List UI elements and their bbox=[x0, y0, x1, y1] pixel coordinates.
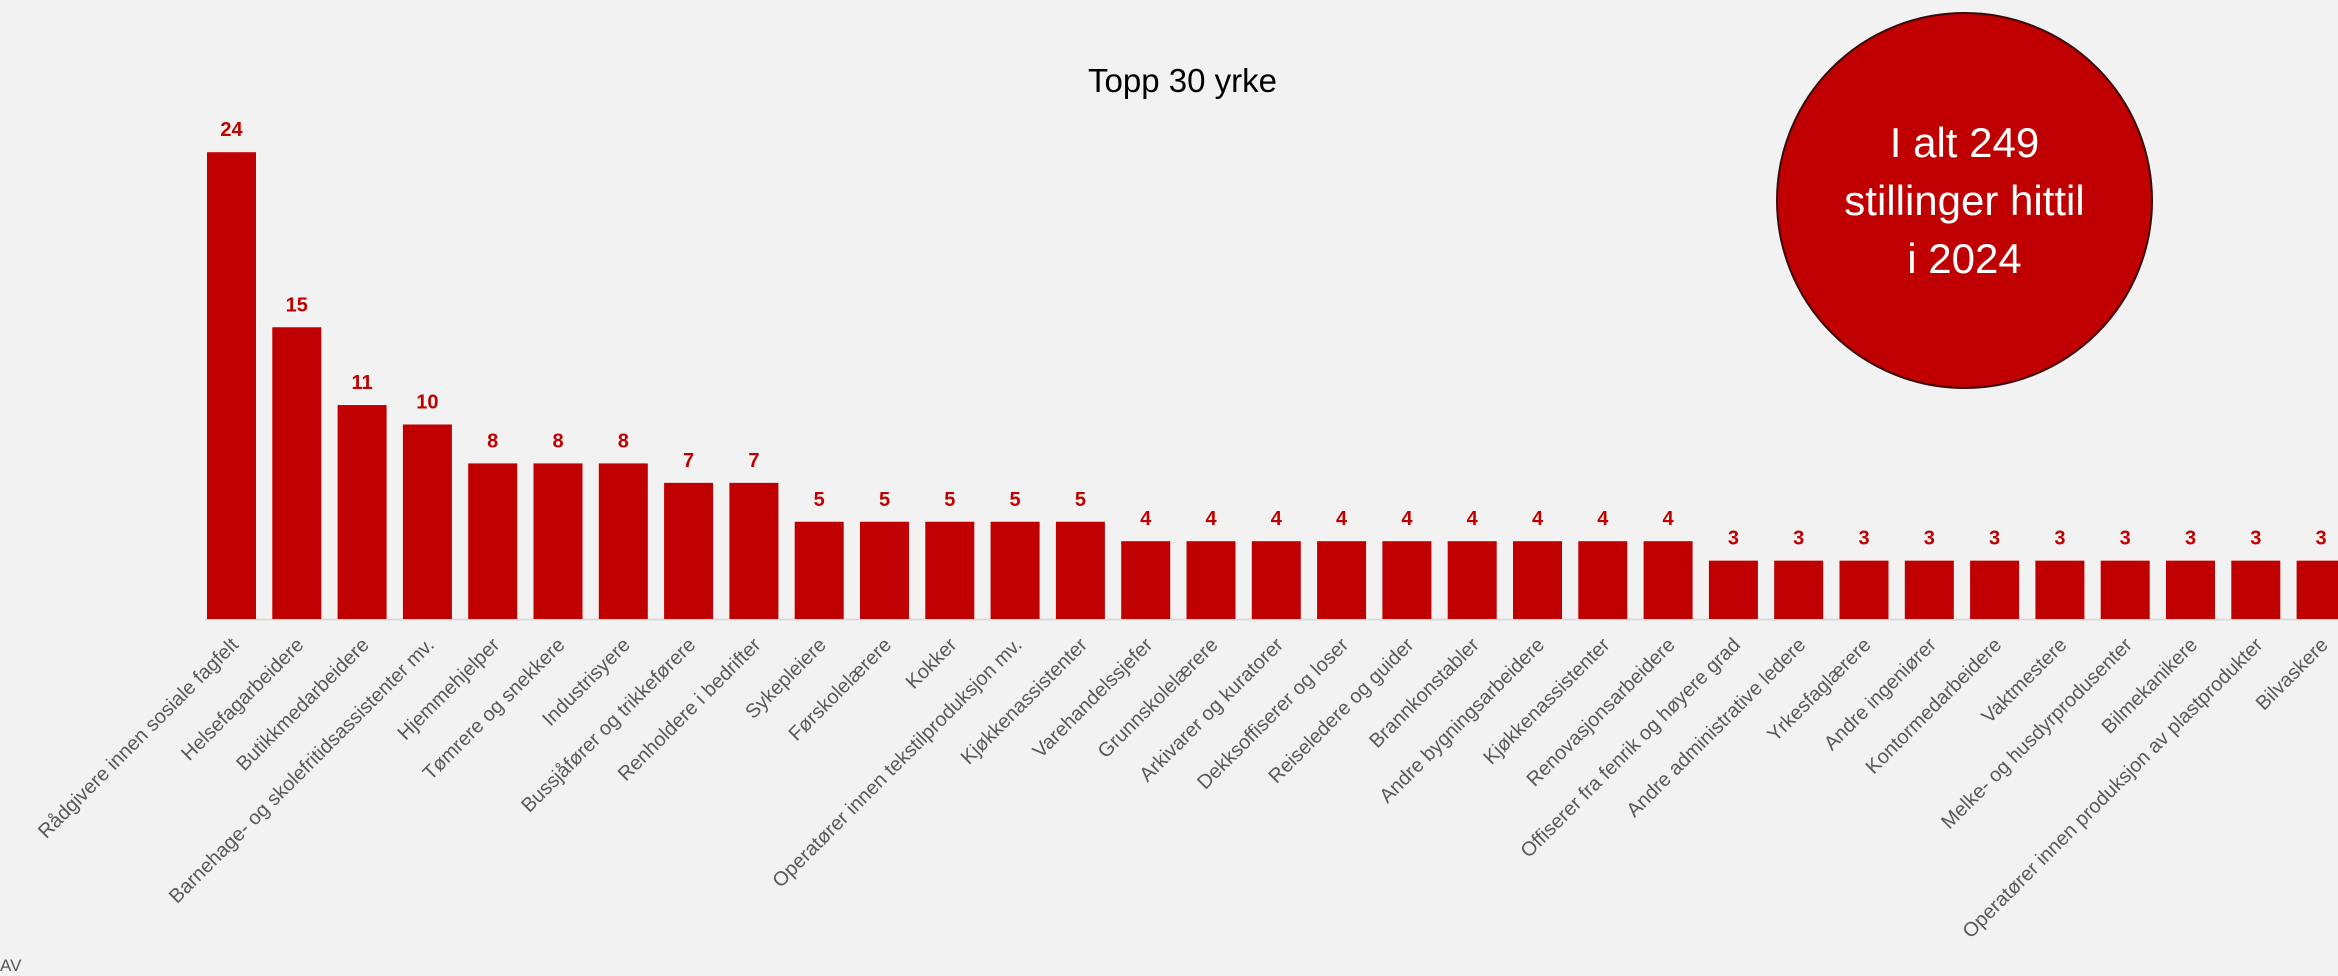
bar-value-label: 8 bbox=[487, 430, 498, 452]
bar-value-label: 4 bbox=[1271, 508, 1283, 530]
bar bbox=[468, 463, 518, 619]
category-label: Kokker bbox=[902, 634, 962, 694]
bar bbox=[1513, 541, 1562, 619]
bar bbox=[1251, 541, 1301, 619]
bar bbox=[1708, 560, 1758, 619]
bar bbox=[1055, 521, 1105, 619]
bar-value-label: 5 bbox=[1010, 489, 1021, 511]
bar bbox=[1578, 541, 1628, 619]
bar-value-label: 3 bbox=[2185, 528, 2196, 550]
total-callout-text: I alt 249 stillinger hittil i 2024 bbox=[1844, 118, 2085, 282]
bar bbox=[860, 521, 909, 619]
bar-value-label: 3 bbox=[1793, 528, 1804, 550]
bar-value-label: 4 bbox=[1597, 508, 1609, 530]
bar bbox=[664, 482, 714, 619]
bar bbox=[1121, 541, 1171, 619]
bar bbox=[1317, 541, 1367, 619]
bar-value-label: 11 bbox=[352, 372, 373, 394]
bar-value-label: 15 bbox=[286, 294, 308, 316]
chart-title: Topp 30 yrke bbox=[1088, 62, 1277, 99]
category-label: Varehandelssjefer bbox=[1029, 634, 1158, 763]
bar bbox=[1382, 541, 1432, 619]
bar-value-label: 3 bbox=[1858, 528, 1869, 550]
bar-value-label: 3 bbox=[2054, 528, 2065, 550]
bar-value-label: 3 bbox=[2316, 528, 2327, 550]
bar-value-label: 3 bbox=[2120, 528, 2131, 550]
bar bbox=[2166, 560, 2215, 619]
bar bbox=[272, 327, 322, 619]
bar bbox=[2231, 560, 2281, 619]
bar bbox=[1643, 541, 1693, 619]
bar bbox=[794, 521, 844, 619]
bar-value-label: 4 bbox=[1140, 508, 1152, 530]
category-label: Andre ingeniører bbox=[1820, 634, 1941, 755]
bar-value-label: 5 bbox=[879, 489, 890, 511]
category-label: Kjøkkenassistenter bbox=[1479, 634, 1614, 769]
bar bbox=[729, 482, 779, 619]
bar bbox=[1447, 541, 1497, 619]
bar bbox=[2296, 560, 2338, 619]
bar-value-label: 24 bbox=[220, 119, 243, 141]
bar bbox=[598, 463, 648, 619]
bar-value-label: 7 bbox=[683, 450, 694, 472]
bar-value-label: 5 bbox=[814, 489, 825, 511]
bar bbox=[1186, 541, 1236, 619]
bar bbox=[2035, 560, 2085, 619]
bar bbox=[337, 405, 387, 619]
category-label: Helsefagarbeidere bbox=[177, 634, 308, 765]
bar-value-label: 8 bbox=[552, 430, 563, 452]
bar-value-label: 3 bbox=[2250, 528, 2261, 550]
bar-value-label: 3 bbox=[1924, 528, 1935, 550]
bar-value-label: 4 bbox=[1663, 508, 1675, 530]
bar bbox=[1839, 560, 1889, 619]
category-label: Operatører innen produksjon av plastprod… bbox=[1959, 634, 2268, 943]
bar-value-label: 4 bbox=[1205, 508, 1217, 530]
bar bbox=[990, 521, 1040, 619]
bar-value-label: 4 bbox=[1336, 508, 1348, 530]
bar bbox=[402, 424, 452, 619]
category-label: Brannkonstabler bbox=[1365, 634, 1484, 753]
footer-mark: AV bbox=[0, 956, 22, 975]
bar-value-label: 5 bbox=[944, 489, 955, 511]
category-label: Grunnskolelærere bbox=[1094, 634, 1223, 763]
bar-value-label: 5 bbox=[1075, 489, 1086, 511]
category-label: Bilvaskere bbox=[2252, 634, 2333, 715]
bar bbox=[2100, 560, 2150, 619]
bar bbox=[533, 463, 583, 619]
bar bbox=[925, 521, 975, 619]
bar-value-label: 4 bbox=[1467, 508, 1479, 530]
bar bbox=[1904, 560, 1954, 619]
bar-value-label: 10 bbox=[416, 392, 438, 414]
bar-value-label: 8 bbox=[618, 430, 629, 452]
category-label: Kjøkkenassistenter bbox=[957, 634, 1092, 769]
bar bbox=[1970, 560, 2020, 619]
bar-value-label: 7 bbox=[748, 450, 759, 472]
total-callout-circle: I alt 249 stillinger hittil i 2024 bbox=[1776, 12, 2153, 389]
bar-value-label: 4 bbox=[1401, 508, 1413, 530]
bar-value-label: 3 bbox=[1728, 528, 1739, 550]
bar-value-label: 3 bbox=[1989, 528, 2000, 550]
bar-value-label: 4 bbox=[1532, 508, 1544, 530]
bar bbox=[207, 152, 256, 619]
bar bbox=[1774, 560, 1824, 619]
